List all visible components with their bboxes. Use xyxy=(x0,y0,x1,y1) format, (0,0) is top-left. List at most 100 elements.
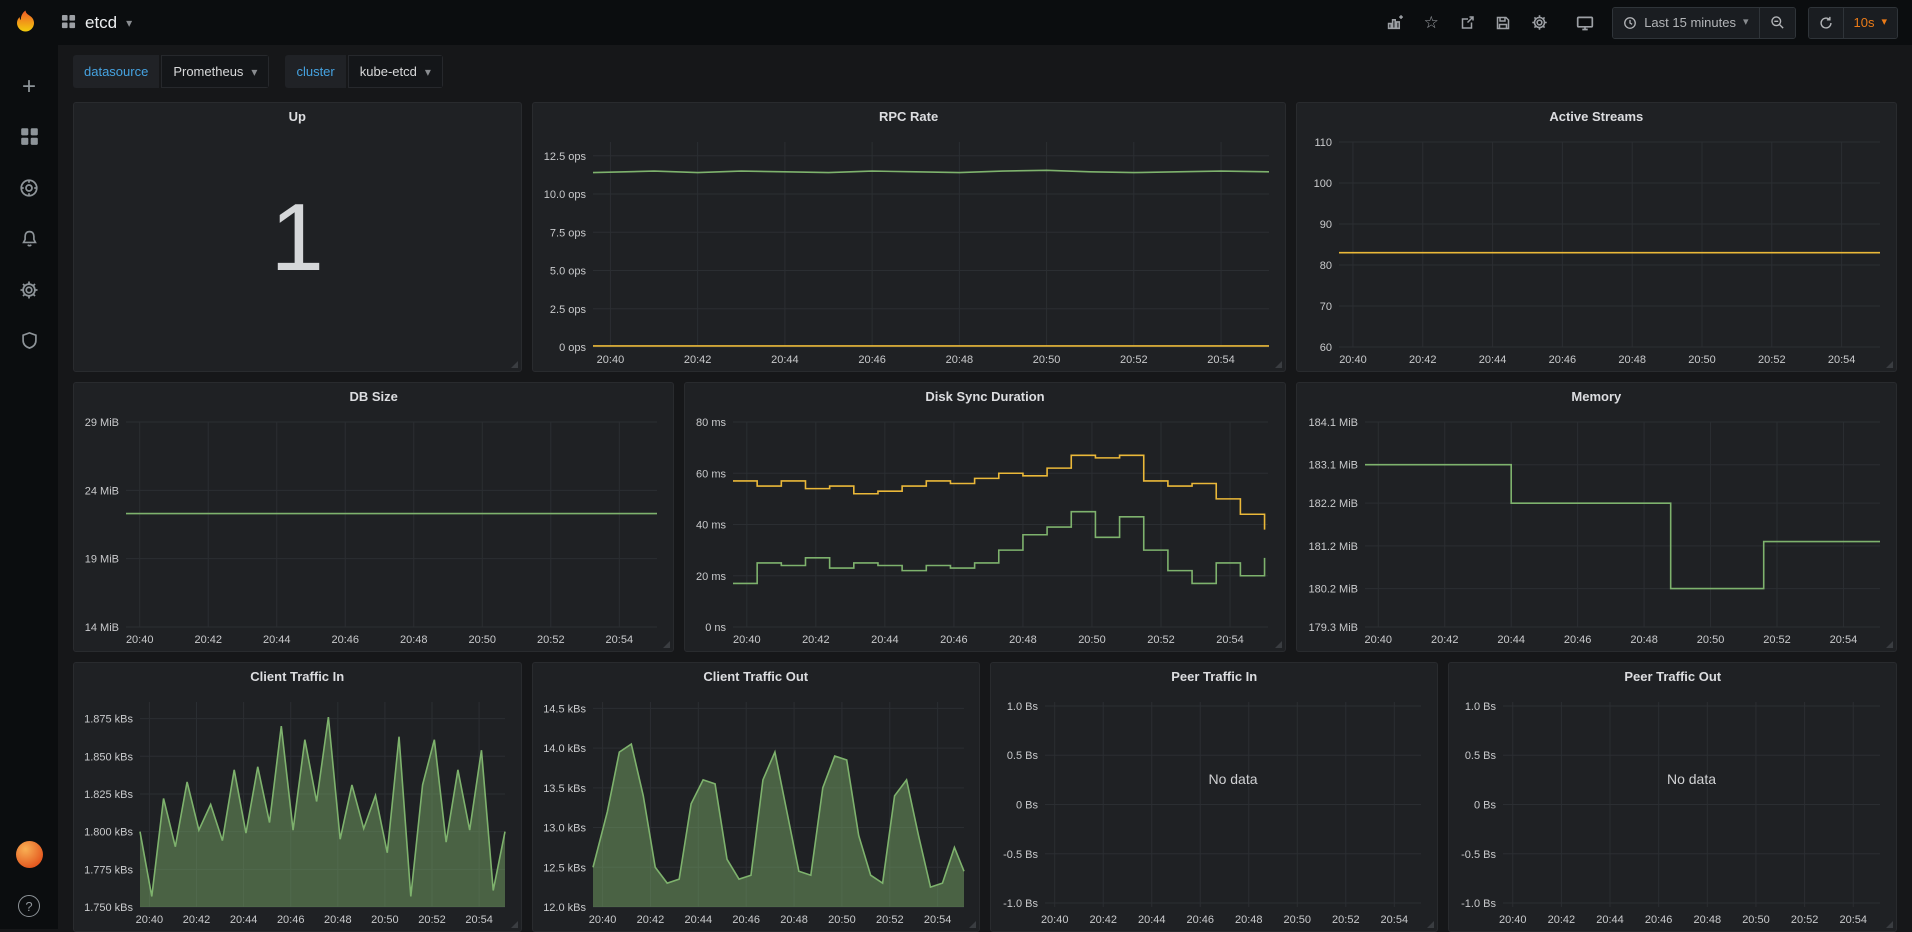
dashboard: datasource Prometheus ▾ cluster kube-etc… xyxy=(58,45,1912,932)
svg-text:20:44: 20:44 xyxy=(871,634,899,646)
add-panel-button[interactable] xyxy=(1380,8,1410,38)
svg-text:20:50: 20:50 xyxy=(1696,634,1724,646)
client-traffic-out-chart[interactable]: 20:4020:4220:4420:4620:4820:5020:5220:54… xyxy=(533,690,980,931)
svg-text:20:54: 20:54 xyxy=(923,914,951,926)
refresh-interval-dropdown[interactable]: 10s ▾ xyxy=(1843,8,1898,38)
svg-text:0 ops: 0 ops xyxy=(559,342,586,354)
svg-text:20:46: 20:46 xyxy=(1186,914,1214,926)
panel-title-peer-traffic-in[interactable]: Peer Traffic In xyxy=(991,663,1437,690)
svg-text:20:40: 20:40 xyxy=(1041,914,1069,926)
svg-text:0.5 Bs: 0.5 Bs xyxy=(1007,750,1039,762)
time-range-picker[interactable]: Last 15 minutes ▾ xyxy=(1613,8,1758,38)
refresh-button[interactable] xyxy=(1809,8,1843,38)
user-avatar[interactable] xyxy=(16,841,43,868)
panel-memory: Memory 20:4020:4220:4420:4620:4820:5020:… xyxy=(1296,382,1897,652)
svg-text:20:50: 20:50 xyxy=(1284,914,1312,926)
variable-value: Prometheus xyxy=(173,64,243,79)
sidebar-item-server-admin[interactable] xyxy=(17,330,41,354)
svg-text:20:48: 20:48 xyxy=(1009,634,1037,646)
active-streams-chart[interactable]: 20:4020:4220:4420:4620:4820:5020:5220:54… xyxy=(1297,130,1896,371)
svg-text:7.5 ops: 7.5 ops xyxy=(549,227,586,239)
svg-text:20:42: 20:42 xyxy=(1409,354,1437,366)
panel-body: 20:4020:4220:4420:4620:4820:5020:5220:54… xyxy=(1297,130,1896,371)
svg-text:20:52: 20:52 xyxy=(418,914,446,926)
svg-text:20:54: 20:54 xyxy=(465,914,493,926)
svg-text:20:42: 20:42 xyxy=(683,354,711,366)
sidebar-item-alerting[interactable] xyxy=(17,228,41,252)
panel-title-memory[interactable]: Memory xyxy=(1297,383,1896,410)
svg-text:20:46: 20:46 xyxy=(1645,914,1673,926)
svg-text:20:46: 20:46 xyxy=(331,634,359,646)
peer-traffic-out-chart[interactable]: 20:4020:4220:4420:4620:4820:5020:5220:54… xyxy=(1449,690,1896,931)
svg-text:20:50: 20:50 xyxy=(371,914,399,926)
svg-text:184.1 MiB: 184.1 MiB xyxy=(1308,417,1358,429)
rpc-rate-chart[interactable]: 20:4020:4220:4420:4620:4820:5020:5220:54… xyxy=(533,130,1285,371)
panel-title-client-traffic-out[interactable]: Client Traffic Out xyxy=(533,663,980,690)
panel-client-traffic-out: Client Traffic Out 20:4020:4220:4420:462… xyxy=(532,662,981,932)
sidebar-item-configuration[interactable] xyxy=(17,279,41,303)
svg-text:20:42: 20:42 xyxy=(802,634,830,646)
svg-text:2.5 ops: 2.5 ops xyxy=(549,304,586,316)
zoom-out-button[interactable] xyxy=(1759,8,1795,38)
variable-datasource: datasource Prometheus ▾ xyxy=(73,55,269,88)
panel-title-up[interactable]: Up xyxy=(74,103,521,130)
svg-text:180.2 MiB: 180.2 MiB xyxy=(1308,584,1358,596)
save-button[interactable] xyxy=(1488,8,1518,38)
refresh-icon xyxy=(1819,16,1833,30)
svg-text:1.825 kBs: 1.825 kBs xyxy=(84,789,133,801)
svg-text:179.3 MiB: 179.3 MiB xyxy=(1308,622,1358,634)
sidebar-item-dashboards[interactable] xyxy=(17,126,41,150)
dashboard-title-dropdown[interactable]: etcd ▾ xyxy=(61,13,132,33)
disk-sync-chart[interactable]: 20:4020:4220:4420:4620:4820:5020:5220:54… xyxy=(685,410,1284,651)
panel-title-db-size[interactable]: DB Size xyxy=(74,383,673,410)
svg-text:20:52: 20:52 xyxy=(1332,914,1360,926)
panel-title-peer-traffic-out[interactable]: Peer Traffic Out xyxy=(1449,663,1896,690)
svg-text:20:48: 20:48 xyxy=(1235,914,1263,926)
svg-text:20:42: 20:42 xyxy=(636,914,664,926)
svg-text:20:52: 20:52 xyxy=(876,914,904,926)
svg-text:60 ms: 60 ms xyxy=(696,468,726,480)
panel-body: 20:4020:4220:4420:4620:4820:5020:5220:54… xyxy=(533,690,980,931)
variable-cluster: cluster kube-etcd ▾ xyxy=(285,55,442,88)
db-size-chart[interactable]: 20:4020:4220:4420:4620:4820:5020:5220:54… xyxy=(74,410,673,651)
grafana-logo[interactable] xyxy=(12,9,39,36)
svg-text:20:40: 20:40 xyxy=(1339,354,1367,366)
variable-datasource-dropdown[interactable]: Prometheus ▾ xyxy=(161,55,269,88)
memory-chart[interactable]: 20:4020:4220:4420:4620:4820:5020:5220:54… xyxy=(1297,410,1896,651)
sidebar-item-create[interactable]: + xyxy=(17,75,41,99)
panel-db-size: DB Size 20:4020:4220:4420:4620:4820:5020… xyxy=(73,382,674,652)
share-button[interactable] xyxy=(1452,8,1482,38)
svg-text:80 ms: 80 ms xyxy=(696,417,726,429)
dashboard-settings-button[interactable] xyxy=(1524,8,1554,38)
svg-text:20:48: 20:48 xyxy=(1618,354,1646,366)
svg-text:-1.0 Bs: -1.0 Bs xyxy=(1462,898,1497,910)
svg-text:60: 60 xyxy=(1319,342,1331,354)
star-button[interactable]: ☆ xyxy=(1416,8,1446,38)
cycle-view-mode-button[interactable] xyxy=(1570,8,1600,38)
svg-text:20:52: 20:52 xyxy=(537,634,565,646)
client-traffic-in-chart[interactable]: 20:4020:4220:4420:4620:4820:5020:5220:54… xyxy=(74,690,521,931)
panel-title-client-traffic-in[interactable]: Client Traffic In xyxy=(74,663,521,690)
svg-text:20:42: 20:42 xyxy=(194,634,222,646)
svg-text:20:40: 20:40 xyxy=(1364,634,1392,646)
sidebar-item-explore[interactable] xyxy=(17,177,41,201)
svg-text:20:46: 20:46 xyxy=(277,914,305,926)
svg-text:20:40: 20:40 xyxy=(588,914,616,926)
panel-active-streams: Active Streams 20:4020:4220:4420:4620:48… xyxy=(1296,102,1897,372)
svg-text:5.0 ops: 5.0 ops xyxy=(549,266,586,278)
variable-cluster-dropdown[interactable]: kube-etcd ▾ xyxy=(348,55,443,88)
peer-traffic-in-chart[interactable]: 20:4020:4220:4420:4620:4820:5020:5220:54… xyxy=(991,690,1437,931)
chevron-down-icon: ▾ xyxy=(425,66,431,78)
question-icon: ? xyxy=(25,899,32,914)
top-navbar: etcd ▾ ☆ xyxy=(0,0,1912,45)
panel-title-disk-sync-duration[interactable]: Disk Sync Duration xyxy=(685,383,1284,410)
sidebar-item-help[interactable]: ? xyxy=(18,895,40,917)
svg-text:110: 110 xyxy=(1314,137,1332,149)
svg-text:0 Bs: 0 Bs xyxy=(1474,800,1497,812)
panel-body: 20:4020:4220:4420:4620:4820:5020:5220:54… xyxy=(685,410,1284,651)
compass-icon xyxy=(19,178,39,201)
svg-text:13.5 kBs: 13.5 kBs xyxy=(543,783,586,795)
panel-body: 1 xyxy=(74,130,521,371)
panel-title-active-streams[interactable]: Active Streams xyxy=(1297,103,1896,130)
panel-title-rpc-rate[interactable]: RPC Rate xyxy=(533,103,1285,130)
